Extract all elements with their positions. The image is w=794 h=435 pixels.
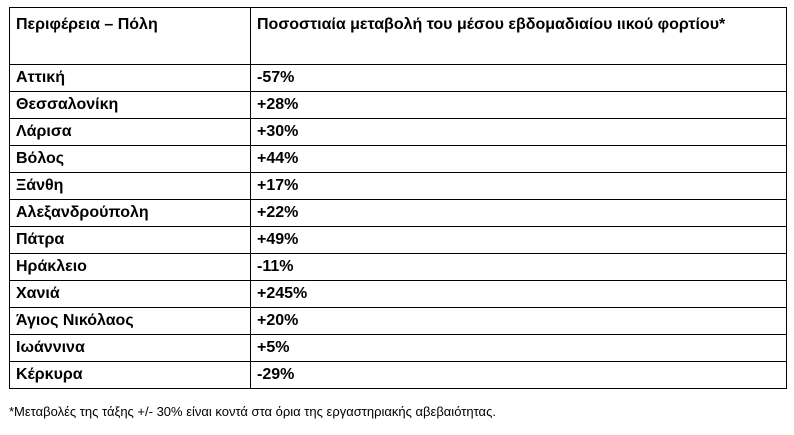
header-change: Ποσοστιαία μεταβολή του μέσου εβδομαδιαί… — [250, 7, 787, 65]
table-header-row: Περιφέρεια – Πόλη Ποσοστιαία μεταβολή το… — [9, 7, 787, 65]
table-row: Άγιος Νικόλαος +20% — [9, 307, 787, 335]
change-cell: +17% — [250, 172, 787, 200]
change-cell: -29% — [250, 361, 787, 389]
data-table-container: Περιφέρεια – Πόλη Ποσοστιαία μεταβολή το… — [9, 7, 787, 389]
change-cell: +20% — [250, 307, 787, 335]
region-cell: Άγιος Νικόλαος — [9, 307, 251, 335]
change-cell: +44% — [250, 145, 787, 173]
change-cell: +49% — [250, 226, 787, 254]
table-row: Αλεξανδρούπολη +22% — [9, 199, 787, 227]
region-cell: Ξάνθη — [9, 172, 251, 200]
region-cell: Ιωάννινα — [9, 334, 251, 362]
change-cell: +30% — [250, 118, 787, 146]
table-row: Λάρισα +30% — [9, 118, 787, 146]
region-cell: Κέρκυρα — [9, 361, 251, 389]
region-cell: Θεσσαλονίκη — [9, 91, 251, 119]
header-region: Περιφέρεια – Πόλη — [9, 7, 251, 65]
region-cell: Ηράκλειο — [9, 253, 251, 281]
region-cell: Πάτρα — [9, 226, 251, 254]
region-cell: Αττική — [9, 64, 251, 92]
table-row: Ξάνθη +17% — [9, 172, 787, 200]
table-row: Θεσσαλονίκη +28% — [9, 91, 787, 119]
region-cell: Βόλος — [9, 145, 251, 173]
change-cell: +5% — [250, 334, 787, 362]
table-row: Βόλος +44% — [9, 145, 787, 173]
table-row: Χανιά +245% — [9, 280, 787, 308]
footnote: *Μεταβολές της τάξης +/- 30% είναι κοντά… — [9, 404, 496, 419]
region-cell: Αλεξανδρούπολη — [9, 199, 251, 227]
table-row: Κέρκυρα -29% — [9, 361, 787, 389]
table-row: Πάτρα +49% — [9, 226, 787, 254]
region-cell: Χανιά — [9, 280, 251, 308]
table-row: Ηράκλειο -11% — [9, 253, 787, 281]
table-body: Αττική -57% Θεσσαλονίκη +28% Λάρισα +30% Βόλος… — [9, 64, 787, 389]
change-cell: +28% — [250, 91, 787, 119]
table-row: Αττική -57% — [9, 64, 787, 92]
change-cell: +245% — [250, 280, 787, 308]
change-cell: -57% — [250, 64, 787, 92]
change-cell: +22% — [250, 199, 787, 227]
viral-load-table: Περιφέρεια – Πόλη Ποσοστιαία μεταβολή το… — [9, 7, 787, 389]
table-row: Ιωάννινα +5% — [9, 334, 787, 362]
change-cell: -11% — [250, 253, 787, 281]
region-cell: Λάρισα — [9, 118, 251, 146]
